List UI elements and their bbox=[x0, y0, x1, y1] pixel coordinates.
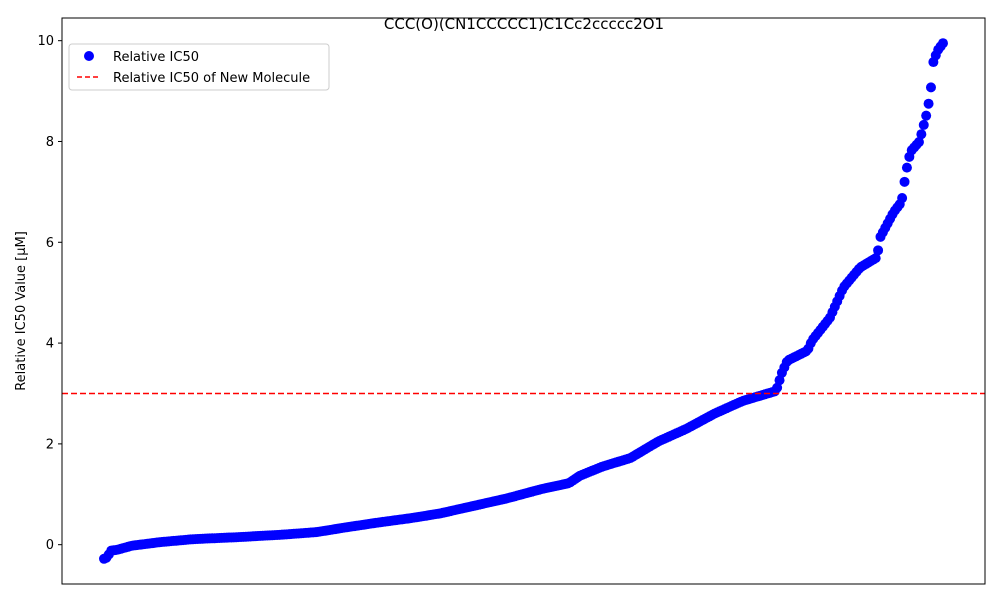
y-axis-label: Relative IC50 Value [µM] bbox=[14, 231, 29, 391]
scatter-point bbox=[897, 193, 908, 204]
y-tick-label: 4 bbox=[46, 337, 54, 352]
legend: Relative IC50 Relative IC50 of New Molec… bbox=[68, 43, 330, 91]
y-tick-label: 6 bbox=[46, 236, 54, 251]
scatter-point bbox=[921, 110, 932, 121]
y-tick-label: 8 bbox=[46, 135, 54, 150]
legend-label-relative-ic50: Relative IC50 bbox=[113, 50, 199, 65]
scatter-point bbox=[901, 162, 912, 173]
plot-area bbox=[62, 38, 985, 564]
scatter-point bbox=[913, 137, 924, 148]
y-tick-label: 10 bbox=[37, 34, 54, 49]
y-axis-ticks: 0 2 4 6 8 10 bbox=[37, 34, 62, 553]
scatter-point bbox=[925, 82, 936, 93]
legend-label-new-molecule: Relative IC50 of New Molecule bbox=[113, 71, 310, 86]
legend-marker-scatter bbox=[84, 51, 94, 61]
scatter-marks bbox=[99, 38, 948, 564]
y-tick-label: 0 bbox=[46, 538, 54, 553]
chart-title: CCC(O)(CN1CCCCC1)C1Cc2ccccc2O1 bbox=[384, 15, 664, 33]
scatter-point bbox=[938, 38, 948, 49]
legend-box bbox=[68, 43, 330, 91]
scatter-point bbox=[899, 176, 910, 187]
scatter-point bbox=[916, 129, 927, 140]
scatter-point bbox=[772, 382, 783, 393]
scatter-point bbox=[870, 253, 881, 264]
scatter-point bbox=[918, 119, 929, 130]
scatter-point bbox=[923, 98, 934, 109]
axes-frame bbox=[61, 17, 986, 585]
scatter-point bbox=[873, 245, 884, 256]
y-tick-label: 2 bbox=[46, 437, 54, 452]
